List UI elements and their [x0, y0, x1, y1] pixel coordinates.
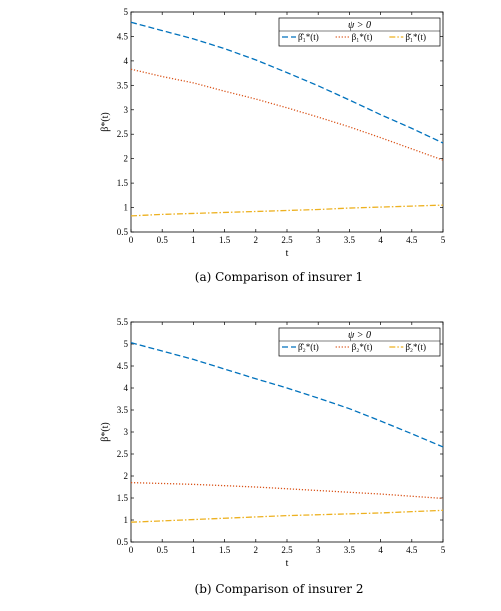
legend-entry-2: β̌₁*(t): [405, 32, 426, 42]
y-tick-label: 2: [124, 154, 129, 164]
plot-frame: [130, 321, 444, 543]
x-tick-label: 4.5: [406, 235, 418, 245]
series-line-0: [130, 342, 444, 448]
y-tick-label: 0.5: [117, 537, 129, 547]
legend-entry-2: β̌₂*(t): [405, 342, 426, 352]
y-tick-label: 1: [124, 203, 129, 213]
x-tick-label: 0: [129, 235, 134, 245]
legend-title: ψ > 0: [348, 20, 371, 31]
y-tick-label: 1.5: [117, 178, 129, 188]
legend-entry-0: β̂₂*(t): [298, 342, 319, 352]
y-tick-label: 0.5: [117, 227, 129, 237]
x-axis-label: t: [286, 248, 289, 259]
series-line-1: [130, 481, 444, 500]
caption-b: (b) Comparison of insurer 2: [195, 582, 364, 596]
chart-insurer-1: 0 0.5 1 1.5 2 2.5 3 3.5 4 4.5 50.511.522.533.544.5…: [100, 7, 446, 259]
y-tick-label: 3: [124, 105, 129, 115]
y-tick-label: 3.5: [117, 405, 129, 415]
x-tick-label: 0.5: [157, 545, 169, 555]
legend-box: [278, 327, 441, 357]
legend-entry-1: β₁*(t): [352, 32, 373, 42]
y-tick-label: 3: [124, 427, 129, 437]
x-tick-label: 5: [441, 235, 446, 245]
plot-frame: [130, 11, 444, 233]
chart-insurer-2: 0 0.5 1 1.5 2 2.5 3 3.5 4 4.5 50.511.522.533.544.5…: [100, 317, 446, 569]
y-tick-label: 2.5: [117, 129, 129, 139]
y-axis-label: β*(t): [100, 112, 111, 132]
x-tick-label: 2.5: [281, 545, 293, 555]
x-tick-label: 1.5: [219, 235, 231, 245]
legend-title: ψ > 0: [348, 330, 371, 341]
x-tick-label: 2: [254, 545, 259, 555]
x-tick-label: 4.5: [406, 545, 418, 555]
y-tick-label: 4: [124, 383, 129, 393]
series-line-0: [130, 21, 444, 144]
y-tick-label: 3.5: [117, 80, 129, 90]
x-tick-label: 5: [441, 545, 446, 555]
y-tick-label: 1: [124, 515, 129, 525]
x-tick-label: 2.5: [281, 235, 293, 245]
x-tick-label: 3.5: [344, 545, 356, 555]
caption-a: (a) Comparison of insurer 1: [195, 270, 363, 284]
y-tick-label: 5: [124, 7, 129, 17]
legend-entry-0: β̂₁*(t): [298, 32, 319, 42]
legend-box: [278, 17, 441, 47]
y-tick-label: 4.5: [117, 31, 129, 41]
y-tick-label: 1.5: [117, 493, 129, 503]
x-tick-label: 0.5: [157, 235, 169, 245]
legend-entry-1: β₂*(t): [352, 342, 373, 352]
y-tick-label: 2.5: [117, 449, 129, 459]
y-tick-label: 4: [124, 56, 129, 66]
x-tick-label: 0: [129, 545, 134, 555]
x-tick-label: 4: [378, 545, 383, 555]
x-tick-label: 3: [316, 235, 321, 245]
y-axis-label: β*(t): [100, 422, 111, 442]
x-tick-label: 1: [191, 235, 196, 245]
x-tick-label: 1: [191, 545, 196, 555]
x-tick-label: 3: [316, 545, 321, 555]
x-tick-label: 3.5: [344, 235, 356, 245]
x-axis-label: t: [286, 558, 289, 569]
y-tick-label: 4.5: [117, 361, 129, 371]
y-tick-label: 2: [124, 471, 129, 481]
x-tick-label: 4: [378, 235, 383, 245]
y-tick-label: 5: [124, 339, 129, 349]
y-tick-label: 5.5: [117, 317, 129, 327]
x-tick-label: 2: [254, 235, 259, 245]
x-tick-label: 1.5: [219, 545, 231, 555]
series-line-1: [130, 68, 444, 161]
